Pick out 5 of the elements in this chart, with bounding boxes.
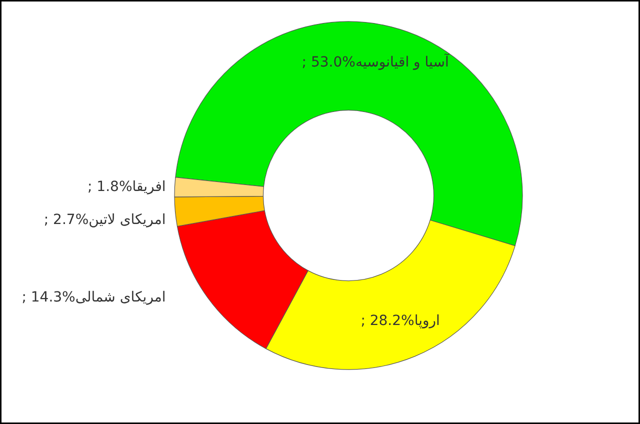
slice-label: ; 1.8%افریقا: [88, 179, 166, 196]
slice-label: ; 2.7%امریکای لاتین: [44, 212, 166, 228]
slice-label: ; 53.0%آسیا و اقیانوسیه: [302, 52, 450, 70]
slice-label: ; 28.2%اروپا: [360, 312, 440, 329]
slice-label: ; 14.3%امریکای شمالی: [22, 290, 166, 306]
